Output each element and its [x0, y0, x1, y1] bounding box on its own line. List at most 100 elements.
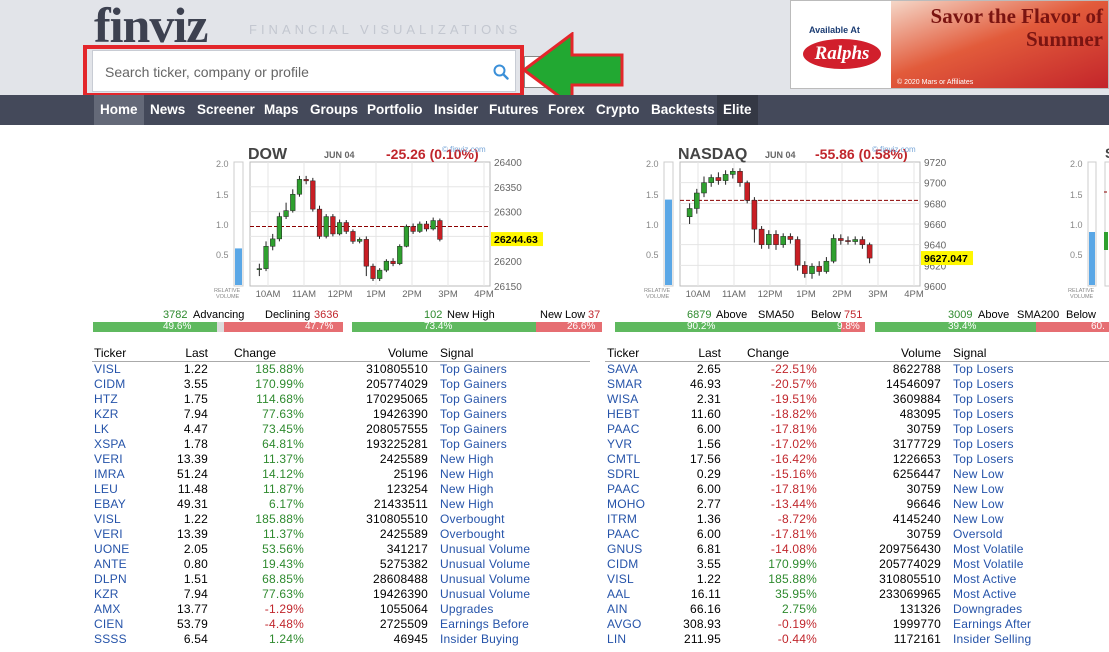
- table-row[interactable]: GNUS 6.81 -14.08% 209756430 Most Volatile: [605, 542, 1109, 557]
- table-row[interactable]: SAVA 2.65 -22.51% 8622788 Top Losers: [605, 362, 1109, 378]
- signal-cell[interactable]: Insider Buying: [440, 632, 519, 646]
- table-row[interactable]: XSPA 1.78 64.81% 193225281 Top Gainers: [92, 437, 590, 452]
- nav-insider[interactable]: Insider: [434, 102, 479, 117]
- signal-cell[interactable]: Unusual Volume: [440, 572, 531, 586]
- ticker-cell[interactable]: VISL: [94, 362, 121, 376]
- table-row[interactable]: AMX 13.77 -1.29% 1055064 Upgrades: [92, 602, 590, 617]
- ticker-cell[interactable]: KZR: [94, 587, 119, 601]
- ticker-cell[interactable]: PAAC: [607, 527, 640, 541]
- ticker-cell[interactable]: LIN: [607, 632, 627, 646]
- col-ticker[interactable]: Ticker: [92, 346, 158, 362]
- table-row[interactable]: UONE 2.05 53.56% 341217 Unusual Volume: [92, 542, 590, 557]
- ticker-cell[interactable]: VISL: [607, 572, 634, 586]
- nav-elite[interactable]: Elite: [717, 95, 758, 125]
- signal-cell[interactable]: Unusual Volume: [440, 557, 531, 571]
- col-last[interactable]: Last: [671, 346, 721, 362]
- col-signal[interactable]: Signal: [428, 346, 590, 362]
- signal-cell[interactable]: Top Gainers: [440, 362, 507, 376]
- breadth-advancing-declining[interactable]: 3782 Advancing Declining 3636 49.6% 47.7…: [93, 309, 343, 333]
- signal-cell[interactable]: Top Losers: [953, 362, 1014, 376]
- table-row[interactable]: ITRM 1.36 -8.72% 4145240 New Low: [605, 512, 1109, 527]
- table-row[interactable]: VISL 1.22 185.88% 310805510 Overbought: [92, 512, 590, 527]
- signal-cell[interactable]: New Low: [953, 512, 1004, 526]
- table-row[interactable]: WISA 2.31 -19.51% 3609884 Top Losers: [605, 392, 1109, 407]
- table-row[interactable]: SDRL 0.29 -15.16% 6256447 New Low: [605, 467, 1109, 482]
- ticker-cell[interactable]: ITRM: [607, 512, 638, 526]
- dow-chart[interactable]: 2.0 1.5 1.0 0.5 RELATIVE VOLUME 26400 26350 2630…: [210, 140, 550, 305]
- ticker-cell[interactable]: AAL: [607, 587, 631, 601]
- ticker-cell[interactable]: UONE: [94, 542, 130, 556]
- col-ticker[interactable]: Ticker: [605, 346, 671, 362]
- signal-cell[interactable]: Top Gainers: [440, 437, 507, 451]
- signal-cell[interactable]: Top Gainers: [440, 392, 507, 406]
- signal-cell[interactable]: Top Gainers: [440, 407, 507, 421]
- signal-cell[interactable]: Top Gainers: [440, 422, 507, 436]
- nav-maps[interactable]: Maps: [264, 102, 299, 117]
- ticker-cell[interactable]: XSPA: [94, 437, 126, 451]
- signal-cell[interactable]: Most Active: [953, 587, 1017, 601]
- signal-cell[interactable]: New High: [440, 452, 494, 466]
- col-change[interactable]: Change: [721, 346, 817, 362]
- breadth-new-high-low[interactable]: 102 New High New Low 37 73.4% 26.6%: [352, 309, 602, 333]
- ticker-cell[interactable]: GNUS: [607, 542, 643, 556]
- ticker-cell[interactable]: CIDM: [607, 557, 639, 571]
- ticker-cell[interactable]: PAAC: [607, 482, 640, 496]
- signal-cell[interactable]: Top Losers: [953, 392, 1014, 406]
- ticker-cell[interactable]: CMTL: [607, 452, 641, 466]
- table-row[interactable]: DLPN 1.51 68.85% 28608488 Unusual Volume: [92, 572, 590, 587]
- signal-cell[interactable]: Overbought: [440, 512, 505, 526]
- ticker-cell[interactable]: ANTE: [94, 557, 127, 571]
- table-row[interactable]: VERI 13.39 11.37% 2425589 New High: [92, 452, 590, 467]
- ticker-cell[interactable]: SMAR: [607, 377, 643, 391]
- nav-forex[interactable]: Forex: [548, 102, 585, 117]
- table-row[interactable]: ANTE 0.80 19.43% 5275382 Unusual Volume: [92, 557, 590, 572]
- ticker-cell[interactable]: AMX: [94, 602, 121, 616]
- ticker-cell[interactable]: VISL: [94, 512, 121, 526]
- table-row[interactable]: LEU 11.48 11.87% 123254 New High: [92, 482, 590, 497]
- ticker-cell[interactable]: HTZ: [94, 392, 118, 406]
- ticker-cell[interactable]: LK: [94, 422, 110, 436]
- ticker-cell[interactable]: VERI: [94, 527, 123, 541]
- ticker-cell[interactable]: IMRA: [94, 467, 125, 481]
- table-row[interactable]: SSSS 6.54 1.24% 46945 Insider Buying: [92, 632, 590, 647]
- ticker-cell[interactable]: AVGO: [607, 617, 642, 631]
- nav-futures[interactable]: Futures: [489, 102, 539, 117]
- signal-cell[interactable]: Upgrades: [440, 602, 494, 616]
- search-input[interactable]: [105, 61, 465, 83]
- table-row[interactable]: LIN 211.95 -0.44% 1172161 Insider Selling: [605, 632, 1109, 647]
- table-row[interactable]: SMAR 46.93 -20.57% 14546097 Top Losers: [605, 377, 1109, 392]
- table-row[interactable]: CIEN 53.79 -4.48% 2725509 Earnings Before: [92, 617, 590, 632]
- signal-cell[interactable]: New Low: [953, 497, 1004, 511]
- advertisement-banner[interactable]: Available At Ralphs Savor the Flavor of …: [790, 0, 1109, 89]
- table-row[interactable]: CIDM 3.55 170.99% 205774029 Top Gainers: [92, 377, 590, 392]
- ticker-cell[interactable]: WISA: [607, 392, 639, 406]
- nav-screener[interactable]: Screener: [197, 102, 255, 117]
- finviz-logo[interactable]: finviz: [94, 0, 208, 53]
- signal-cell[interactable]: Insider Selling: [953, 632, 1032, 646]
- signal-cell[interactable]: Top Losers: [953, 407, 1014, 421]
- nasdaq-chart[interactable]: 2.0 1.5 1.0 0.5 RELATIVE VOLUME 9720 9700 9680 96…: [640, 140, 980, 305]
- nav-groups[interactable]: Groups: [310, 102, 359, 117]
- ticker-cell[interactable]: SDRL: [607, 467, 640, 481]
- table-row[interactable]: HTZ 1.75 114.68% 170295065 Top Gainers: [92, 392, 590, 407]
- ticker-cell[interactable]: HEBT: [607, 407, 640, 421]
- table-row[interactable]: VISL 1.22 185.88% 310805510 Most Active: [605, 572, 1109, 587]
- col-volume[interactable]: Volume: [304, 346, 428, 362]
- table-row[interactable]: CIDM 3.55 170.99% 205774029 Most Volatile: [605, 557, 1109, 572]
- signal-cell[interactable]: Top Losers: [953, 452, 1014, 466]
- table-row[interactable]: IMRA 51.24 14.12% 25196 New High: [92, 467, 590, 482]
- table-row[interactable]: AAL 16.11 35.95% 233069965 Most Active: [605, 587, 1109, 602]
- signal-cell[interactable]: New High: [440, 482, 494, 496]
- nav-crypto[interactable]: Crypto: [596, 102, 640, 117]
- ticker-cell[interactable]: EBAY: [94, 497, 126, 511]
- signal-cell[interactable]: Downgrades: [953, 602, 1023, 616]
- table-row[interactable]: CMTL 17.56 -16.42% 1226653 Top Losers: [605, 452, 1109, 467]
- ticker-cell[interactable]: PAAC: [607, 422, 640, 436]
- signal-cell[interactable]: Top Losers: [953, 437, 1014, 451]
- ticker-cell[interactable]: KZR: [94, 407, 119, 421]
- nav-portfolio[interactable]: Portfolio: [367, 102, 423, 117]
- ticker-cell[interactable]: SAVA: [607, 362, 639, 376]
- ticker-cell[interactable]: AIN: [607, 602, 628, 616]
